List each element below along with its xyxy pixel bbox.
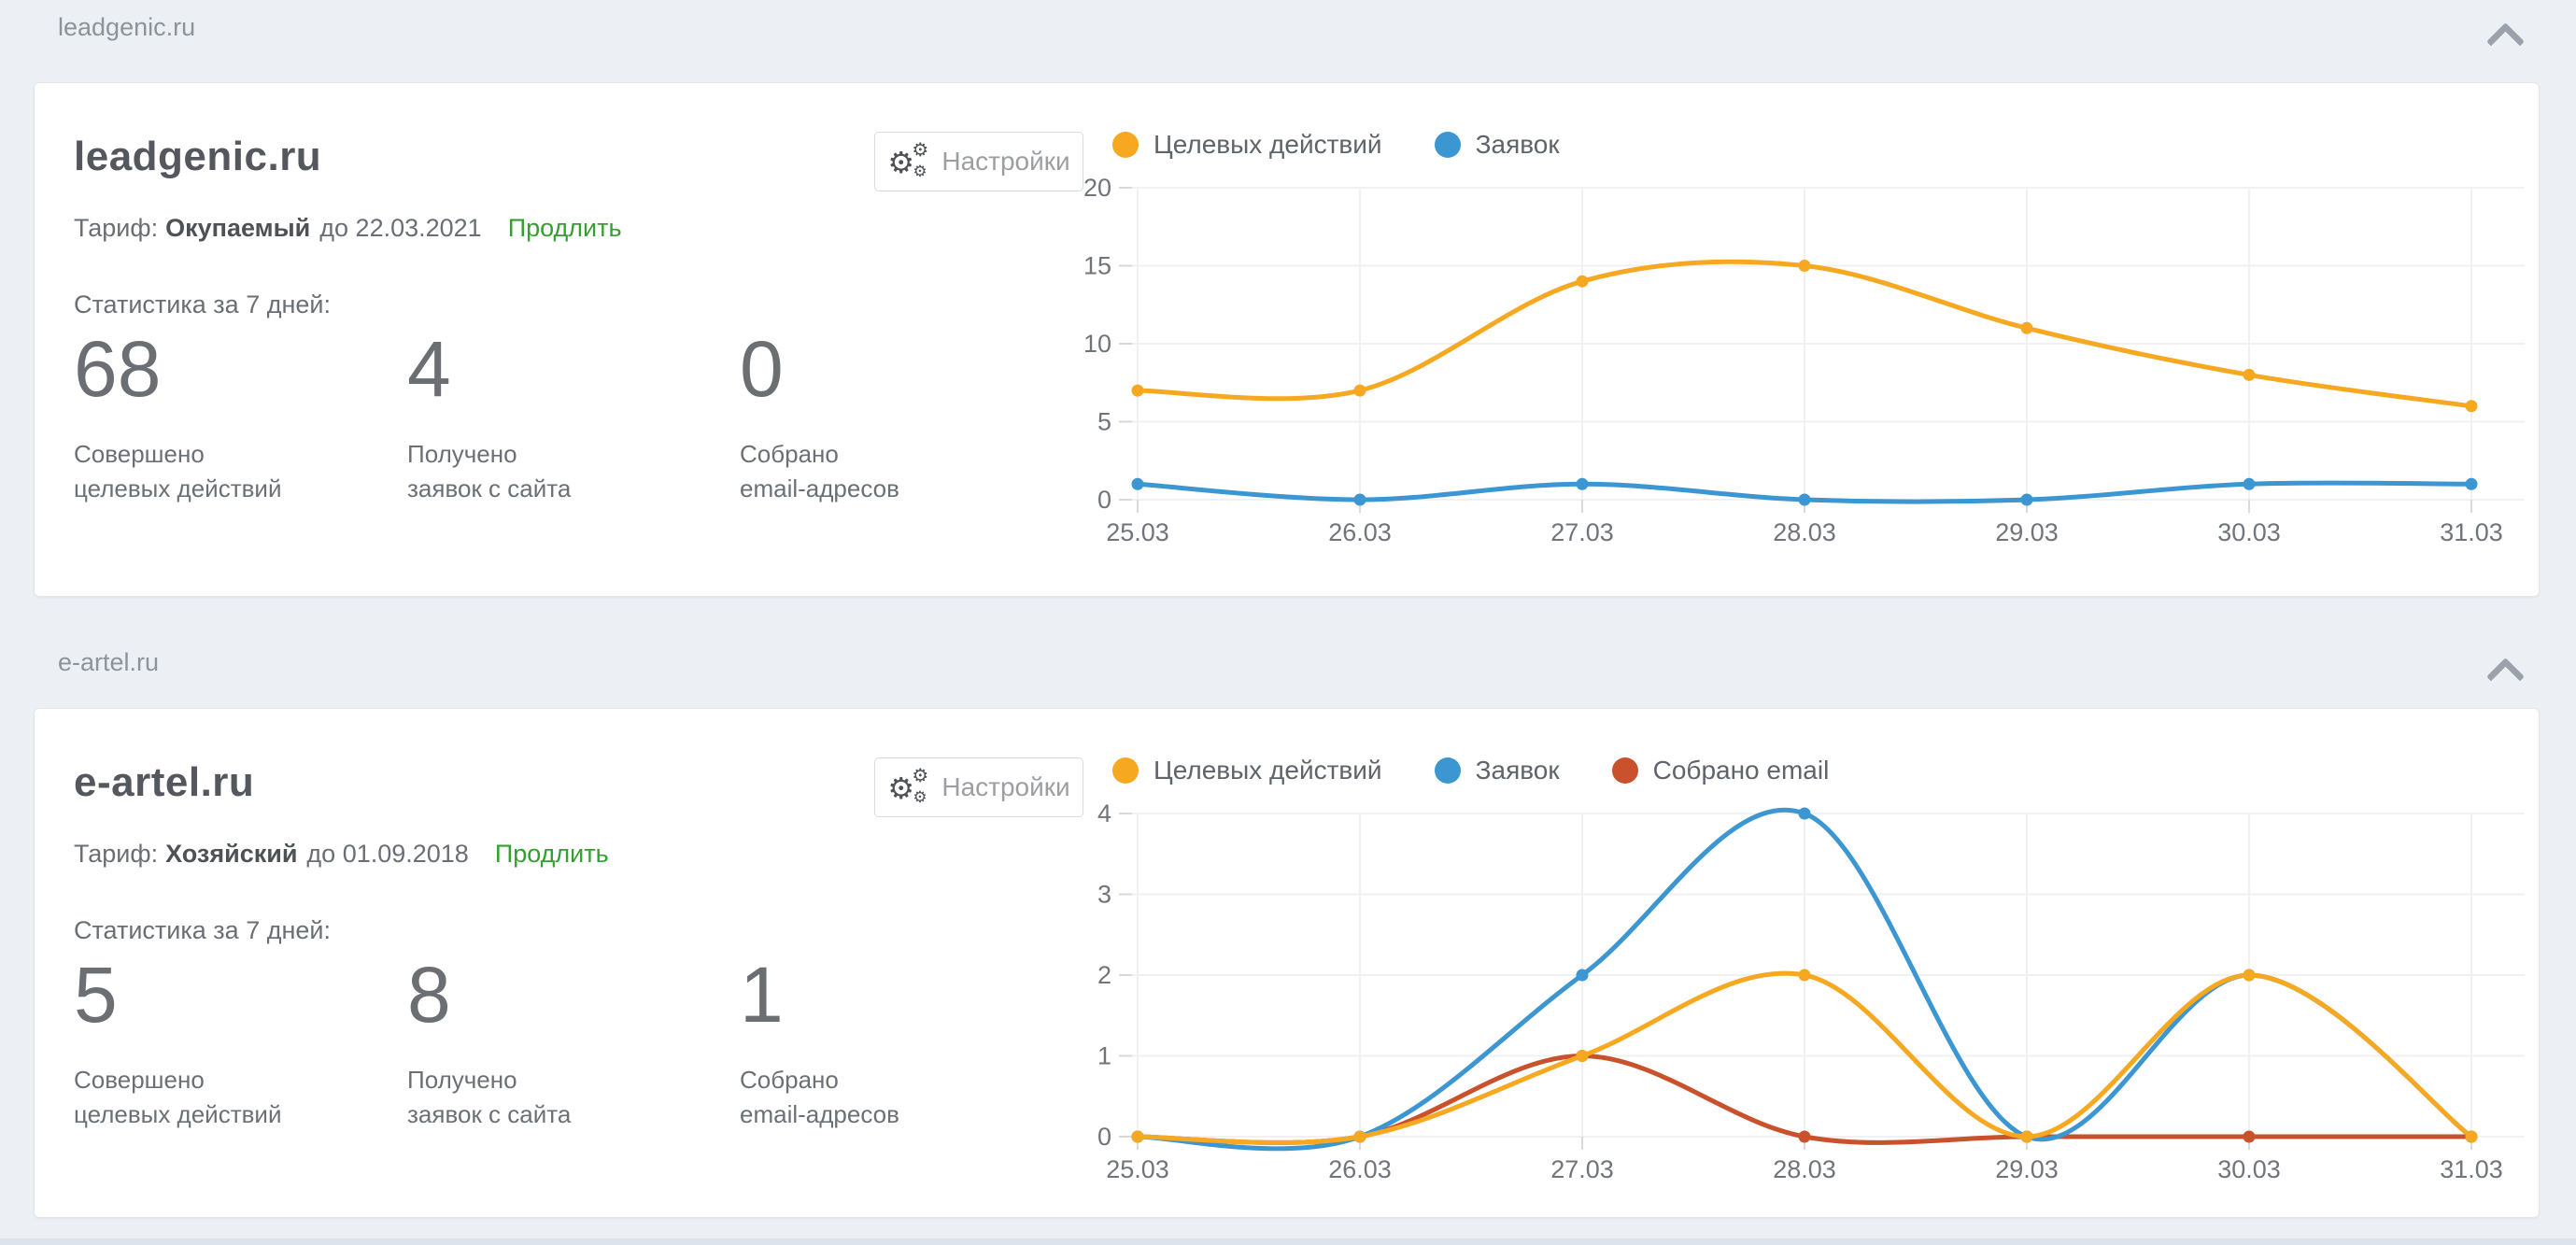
- site-card: leadgenic.ru Тариф: Окупаемый до 22.03.202…: [34, 82, 2540, 597]
- tariff-plan: Хозяйский: [165, 840, 298, 868]
- chart-svg: 0 1 2 3 4 25.03 26.03 27.03 28.03 29.03 30.03 31.03: [1097, 802, 2525, 1183]
- settings-button-label: Настройки: [941, 772, 1070, 801]
- legend-item: Целевых действий: [1112, 756, 1382, 785]
- site-title: e-artel.ru: [74, 759, 255, 805]
- legend-item: Целевых действий: [1112, 130, 1382, 160]
- svg-text:1: 1: [1097, 1042, 1111, 1070]
- legend-label: Целевых действий: [1154, 130, 1382, 159]
- collapse-button[interactable]: [2485, 19, 2525, 61]
- svg-text:27.03: 27.03: [1550, 1155, 1614, 1183]
- svg-text:28.03: 28.03: [1773, 518, 1836, 546]
- site-card: e-artel.ru Тариф: Хозяйский до 01.09.2018 П…: [34, 708, 2540, 1218]
- legend-item: Заявок: [1434, 756, 1560, 785]
- svg-text:0: 0: [1097, 1123, 1111, 1151]
- svg-text:30.03: 30.03: [2217, 518, 2281, 546]
- stat-leads: 4 Получено заявок с сайта: [407, 324, 729, 506]
- stat-value: 5: [74, 951, 118, 1039]
- stat-label: Получено заявок с сайта: [407, 439, 572, 502]
- legend-dot-icon: [1112, 132, 1139, 158]
- svg-text:15: 15: [1083, 252, 1111, 280]
- gears-icon: ⚙ ⚙ ⚙: [887, 140, 929, 180]
- legend-label: Собрано email: [1652, 756, 1830, 785]
- stat-value: 8: [407, 951, 451, 1039]
- settings-button[interactable]: ⚙ ⚙ ⚙ Настройки: [874, 757, 1083, 817]
- svg-text:29.03: 29.03: [1995, 1155, 2059, 1183]
- footer-strip: [0, 1238, 2576, 1245]
- svg-text:26.03: 26.03: [1328, 518, 1392, 546]
- stats-title: Статистика за 7 дней:: [74, 290, 331, 318]
- tariff-line: Тариф: Окупаемый до 22.03.2021 Продлить: [74, 214, 622, 243]
- line-chart: 0 5 10 15 20 25.03 26.03 27.03 28.03 29.03 30.03 31…: [1075, 177, 2538, 559]
- svg-text:4: 4: [1097, 802, 1111, 828]
- stat-label: Собрано email-адресов: [740, 1065, 899, 1128]
- chevron-up-icon: [2485, 657, 2525, 696]
- svg-text:25.03: 25.03: [1106, 1155, 1169, 1183]
- legend-label: Заявок: [1475, 130, 1560, 159]
- stat-label: Получено заявок с сайта: [407, 1065, 572, 1128]
- chart-legend: Целевых действий Заявок Собрано email: [1112, 756, 1829, 785]
- legend-dot-icon: [1434, 132, 1461, 158]
- tariff-plan: Окупаемый: [165, 214, 311, 242]
- legend-label: Заявок: [1475, 756, 1560, 785]
- tariff-until: до 22.03.2021: [319, 214, 482, 242]
- svg-text:10: 10: [1083, 330, 1111, 358]
- svg-text:0: 0: [1097, 486, 1111, 514]
- section-title: e-artel.ru: [58, 648, 160, 676]
- site-title: leadgenic.ru: [74, 134, 322, 179]
- chart-svg: 0 5 10 15 20 25.03 26.03 27.03 28.03 29.03 30.03 31…: [1083, 177, 2525, 546]
- renew-link[interactable]: Продлить: [507, 214, 622, 242]
- svg-text:29.03: 29.03: [1995, 518, 2059, 546]
- legend-dot-icon: [1112, 757, 1139, 784]
- svg-text:20: 20: [1083, 177, 1111, 202]
- svg-text:31.03: 31.03: [2440, 1155, 2503, 1183]
- legend-item: Заявок: [1434, 130, 1560, 160]
- stats-title: Статистика за 7 дней:: [74, 916, 331, 944]
- legend-item: Собрано email: [1611, 756, 1830, 785]
- stat-value: 0: [740, 325, 784, 413]
- stat-goal-actions: 5 Совершено целевых действий: [74, 950, 396, 1132]
- gears-icon: ⚙ ⚙ ⚙: [887, 766, 929, 806]
- tariff-until: до 01.09.2018: [306, 840, 469, 868]
- stat-label: Собрано email-адресов: [740, 439, 899, 502]
- legend-label: Целевых действий: [1154, 756, 1382, 785]
- tariff-label: Тариф:: [74, 840, 159, 868]
- collapse-button[interactable]: [2485, 654, 2525, 696]
- line-chart: 0 1 2 3 4 25.03 26.03 27.03 28.03 29.03 30.03 31.03: [1075, 802, 2538, 1189]
- svg-text:26.03: 26.03: [1328, 1155, 1392, 1183]
- stat-leads: 8 Получено заявок с сайта: [407, 950, 729, 1132]
- svg-text:25.03: 25.03: [1106, 518, 1169, 546]
- settings-button-label: Настройки: [941, 147, 1070, 176]
- legend-dot-icon: [1611, 757, 1638, 784]
- stat-value: 4: [407, 325, 451, 413]
- svg-text:5: 5: [1097, 408, 1111, 436]
- svg-text:27.03: 27.03: [1550, 518, 1614, 546]
- stat-value: 68: [74, 325, 162, 413]
- svg-text:30.03: 30.03: [2217, 1155, 2281, 1183]
- stat-label: Совершено целевых действий: [74, 1065, 282, 1128]
- svg-text:28.03: 28.03: [1773, 1155, 1836, 1183]
- renew-link[interactable]: Продлить: [494, 840, 609, 868]
- stat-emails: 0 Собрано email-адресов: [740, 324, 1062, 506]
- stat-goal-actions: 68 Совершено целевых действий: [74, 324, 396, 506]
- stat-emails: 1 Собрано email-адресов: [740, 950, 1062, 1132]
- svg-text:3: 3: [1097, 881, 1111, 909]
- svg-text:2: 2: [1097, 961, 1111, 989]
- legend-dot-icon: [1434, 757, 1461, 784]
- stat-label: Совершено целевых действий: [74, 439, 282, 502]
- settings-button[interactable]: ⚙ ⚙ ⚙ Настройки: [874, 132, 1083, 191]
- stat-value: 1: [740, 951, 784, 1039]
- tariff-line: Тариф: Хозяйский до 01.09.2018 Продлить: [74, 840, 609, 869]
- tariff-label: Тариф:: [74, 214, 159, 242]
- chevron-up-icon: [2485, 21, 2525, 61]
- chart-legend: Целевых действий Заявок: [1112, 130, 1560, 160]
- svg-text:31.03: 31.03: [2440, 518, 2503, 546]
- section-title: leadgenic.ru: [58, 13, 196, 41]
